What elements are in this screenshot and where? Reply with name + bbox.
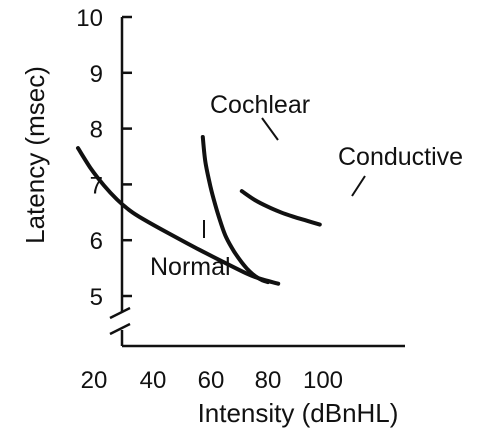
y-tick-label: 6 (90, 228, 103, 255)
series-label-cochlear: Cochlear (210, 91, 310, 119)
curves (76, 135, 322, 286)
series-line-cochlear (200, 135, 270, 285)
x-tick-label: 80 (255, 367, 282, 394)
series-line-normal (76, 146, 281, 286)
x-ticks: 20 40 60 80 100 (81, 367, 343, 394)
series-label-normal: Normal (150, 253, 231, 281)
x-tick-label: 60 (198, 367, 225, 394)
y-tick-label: 10 (76, 5, 103, 32)
y-tick-label: 5 (90, 284, 103, 311)
series-labels: Cochlear Conductive Normal (150, 91, 463, 281)
series-line-conductive (239, 189, 322, 227)
x-axis-title: Intensity (dBnHL) (198, 398, 399, 428)
leader-line-cochlear (261, 117, 279, 141)
x-tick-label: 20 (81, 367, 108, 394)
y-axis-title: Latency (msec) (20, 66, 50, 244)
x-tick-label: 100 (303, 367, 343, 394)
x-tick-label: 40 (140, 367, 167, 394)
axes (109, 17, 405, 348)
series-label-conductive: Conductive (338, 143, 463, 171)
y-tick-label: 8 (90, 117, 103, 144)
y-axis-break-icon (109, 306, 131, 336)
leader-line-conductive (351, 175, 366, 197)
y-tick-label: 9 (90, 61, 103, 88)
